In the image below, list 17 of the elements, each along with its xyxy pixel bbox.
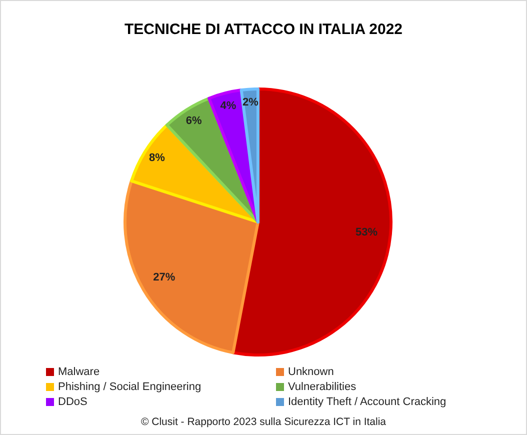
data-label: 4% [220, 100, 236, 112]
legend-label: Malware [58, 366, 100, 378]
data-label: 27% [153, 272, 176, 284]
legend-label: Identity Theft / Account Cracking [288, 396, 446, 408]
legend-label: DDoS [58, 396, 88, 408]
text: © Clusit - Rapporto 2023 sulla Sicurezza ICT in Italia [140, 416, 386, 428]
legend-label: Unknown [288, 366, 334, 378]
data-label: 6% [186, 114, 202, 127]
legend-label: Phishing / Social Engineering [58, 381, 202, 393]
pie-slice [130, 124, 260, 224]
data-label: 8% [148, 152, 166, 164]
data-label: 53% [356, 226, 378, 238]
chart-title: TECNICHE DI ATTACCO IN ITALIA 2022 [124, 21, 403, 38]
legend-label: Vulnerabilities [288, 381, 357, 393]
pie-slice [240, 88, 260, 224]
data-label: 2% [242, 96, 259, 109]
pie-slice [124, 179, 260, 354]
